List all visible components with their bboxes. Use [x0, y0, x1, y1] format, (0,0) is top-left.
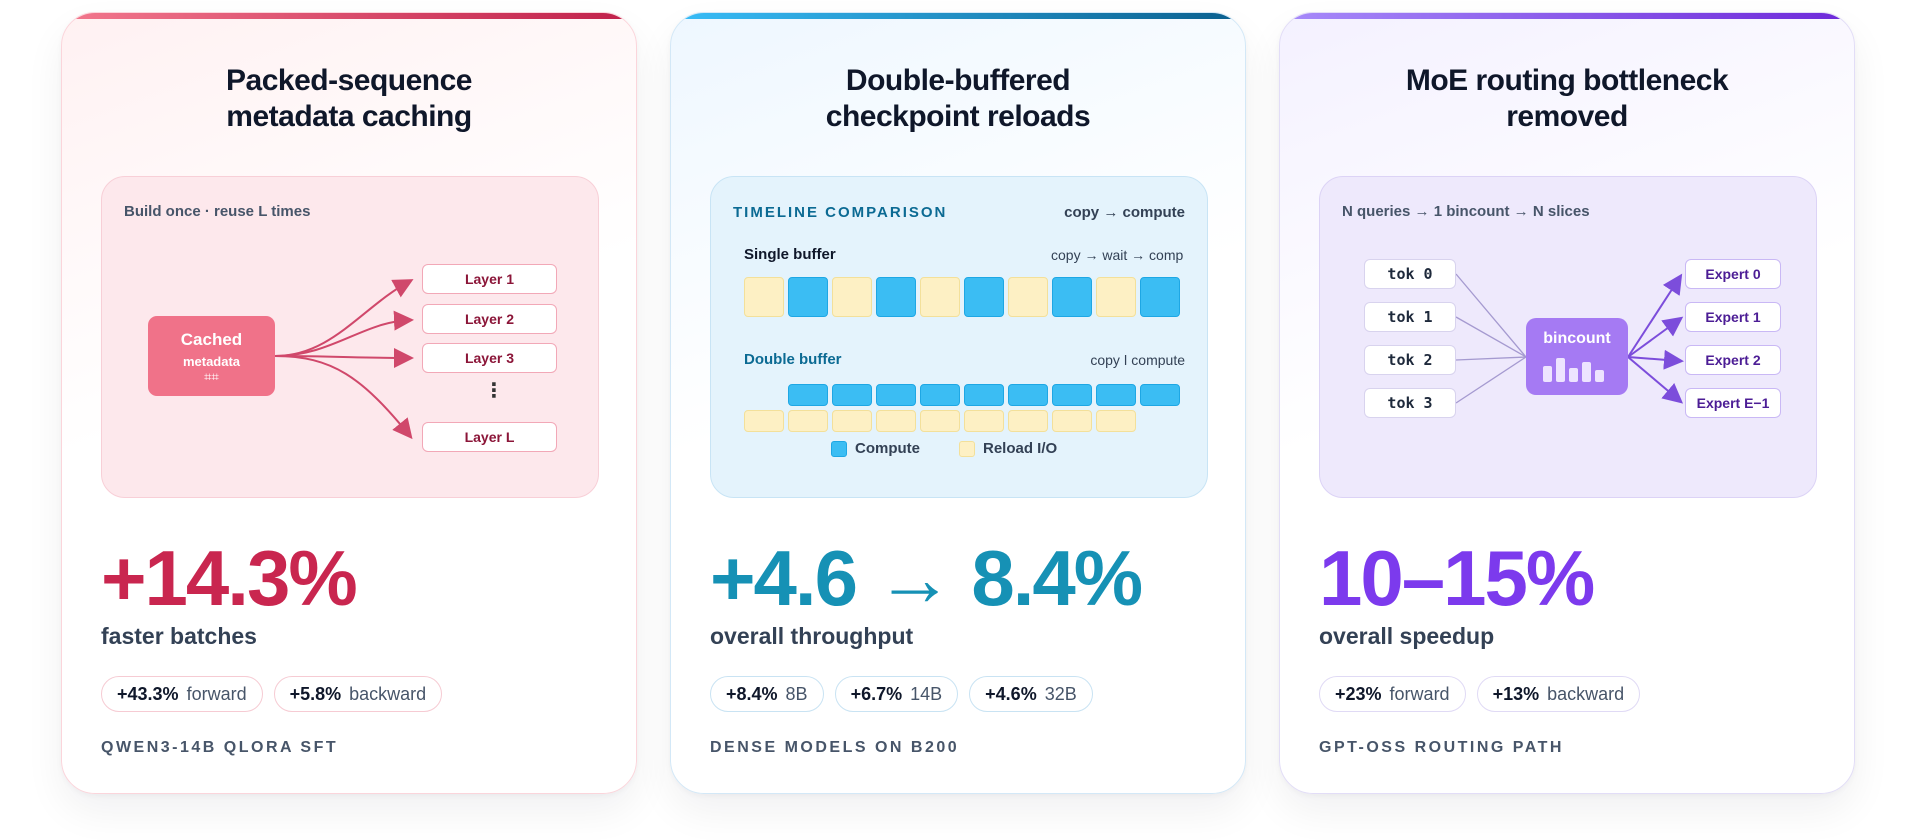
card-footer: QWEN3-14B QLORA SFT: [101, 739, 339, 756]
compute-block: [788, 384, 828, 406]
compute-block: [964, 277, 1004, 317]
expert-box: Expert 2: [1685, 345, 1781, 375]
compute-block: [876, 384, 916, 406]
card-title: Packed-sequence metadata caching: [226, 64, 472, 133]
legend-compute: Compute: [831, 440, 920, 457]
stat-pills: +23% forward +13% backward: [1319, 676, 1641, 712]
reload-block: [1052, 410, 1092, 432]
panel-caption: Build once · reuse L times: [124, 203, 311, 220]
token-box: tok 2: [1364, 345, 1456, 375]
hash-icon: ⌗⌗: [204, 369, 219, 384]
compute-block: [832, 384, 872, 406]
panel-heading: TIMELINE COMPARISON: [733, 204, 948, 221]
panel-caption: N queries → 1 bincount → N slices: [1342, 203, 1590, 220]
compute-block: [1140, 277, 1180, 317]
compute-block: [1140, 384, 1180, 406]
reload-block: [876, 410, 916, 432]
expert-box: Expert E−1: [1685, 388, 1781, 418]
card-double-buffer: Double-buffered checkpoint reloads TIMEL…: [670, 12, 1246, 794]
layer-box: Layer 2: [422, 304, 557, 334]
headline-metric: +4.6 → 8.4%: [710, 534, 1143, 622]
stat-pill: +4.6% 32B: [969, 676, 1093, 712]
compute-block: [1008, 384, 1048, 406]
double-buffer-caption: copy ǀ compute: [1090, 352, 1185, 368]
legend-swatch: [831, 440, 847, 457]
card-accent-bar: [62, 13, 636, 19]
diagram-panel: Build once · reuse L times Cached metada…: [101, 176, 599, 498]
reload-block: [920, 277, 960, 317]
headline-metric: 10–15%: [1319, 534, 1595, 622]
legend-reload: Reload I/O: [959, 440, 1057, 457]
compute-block: [788, 277, 828, 317]
legend-swatch: [959, 440, 975, 457]
reload-block: [920, 410, 960, 432]
reload-block: [832, 277, 872, 317]
expert-box: Expert 1: [1685, 302, 1781, 332]
card-footer: DENSE MODELS ON B200: [710, 739, 960, 756]
fanout-arrows: [274, 279, 414, 440]
compute-block: [920, 384, 960, 406]
stat-pill: +23% forward: [1319, 676, 1466, 712]
card-title: Double-buffered checkpoint reloads: [825, 64, 1091, 133]
reload-block: [1008, 410, 1048, 432]
headline-metric: +14.3%: [101, 534, 358, 622]
token-box: tok 3: [1364, 388, 1456, 418]
stat-pill: +5.8% backward: [273, 676, 443, 712]
stat-pill: +8.4% 8B: [710, 676, 824, 712]
single-buffer-label: Single buffer: [744, 246, 836, 263]
layer-box: Layer 3: [422, 343, 557, 373]
card-accent-bar: [671, 13, 1245, 19]
card-moe-routing: MoE routing bottleneck removed N queries…: [1279, 12, 1855, 794]
routing-lines: [1455, 273, 1684, 404]
reload-block: [788, 410, 828, 432]
panel-caption: copy → compute: [1064, 204, 1185, 221]
ellipsis-icon: ⋮: [484, 380, 504, 402]
histogram-icon: [1543, 358, 1604, 382]
reload-block: [1096, 410, 1136, 432]
compute-block: [964, 384, 1004, 406]
token-box: tok 1: [1364, 302, 1456, 332]
reload-block: [964, 410, 1004, 432]
card-metadata-caching: Packed-sequence metadata caching Build o…: [61, 12, 637, 794]
card-footer: GPT-OSS ROUTING PATH: [1319, 739, 1564, 756]
compute-block: [1096, 384, 1136, 406]
stat-pill: +13% backward: [1476, 676, 1641, 712]
bincount-block: bincount: [1526, 318, 1628, 395]
card-accent-bar: [1280, 13, 1854, 19]
compute-block: [876, 277, 916, 317]
reload-block: [744, 277, 784, 317]
cached-metadata-block: Cached metadata ⌗⌗: [148, 316, 275, 396]
layer-box: Layer 1: [422, 264, 557, 294]
stat-pills: +43.3% forward +5.8% backward: [101, 676, 443, 712]
timeline-panel: TIMELINE COMPARISON copy → compute Singl…: [710, 176, 1208, 498]
stat-pill: +6.7% 14B: [834, 676, 959, 712]
single-buffer-caption: copy → wait → comp: [1051, 247, 1184, 263]
reload-block: [744, 410, 784, 432]
stat-pill: +43.3% forward: [101, 676, 263, 712]
stat-pills: +8.4% 8B +6.7% 14B +4.6% 32B: [710, 676, 1093, 712]
layer-box: Layer L: [422, 422, 557, 452]
compute-block: [1052, 277, 1092, 317]
compute-block: [1052, 384, 1092, 406]
token-box: tok 0: [1364, 259, 1456, 289]
reload-block: [1096, 277, 1136, 317]
metric-subtitle: faster batches: [101, 623, 257, 649]
reload-block: [1008, 277, 1048, 317]
metric-subtitle: overall throughput: [710, 623, 914, 649]
diagram-panel: N queries → 1 bincount → N slices tok 0: [1319, 176, 1817, 498]
reload-block: [832, 410, 872, 432]
card-title: MoE routing bottleneck removed: [1405, 64, 1729, 133]
double-buffer-label: Double buffer: [744, 351, 842, 368]
metric-subtitle: overall speedup: [1319, 623, 1495, 649]
expert-box: Expert 0: [1685, 259, 1781, 289]
